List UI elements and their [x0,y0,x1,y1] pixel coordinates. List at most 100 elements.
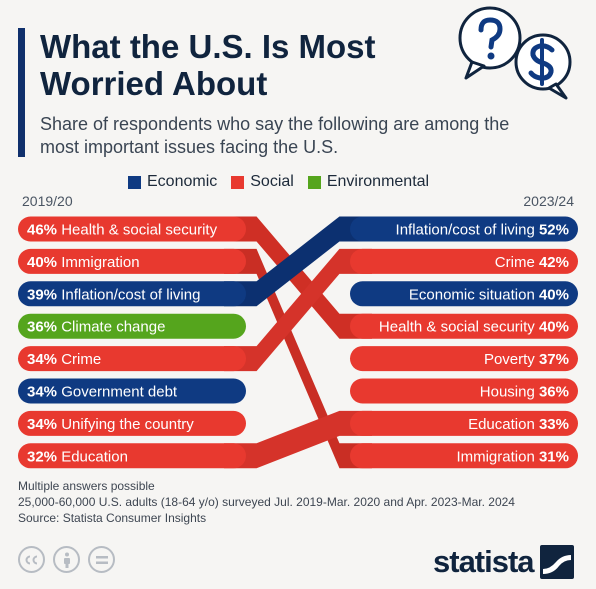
right-pill-issue: Crime [495,254,539,271]
left-pill-bg [18,378,246,404]
license-icons [18,546,123,573]
right-pill-economic-situation: Economic situation 40% [350,281,578,307]
right-pill-issue: Economic situation [409,286,539,303]
right-pill-label: Crime 42% [495,254,569,271]
left-pill-inflation-cost-of-living: 39% Inflation/cost of living [18,281,246,307]
left-pill-issue: Immigration [57,254,140,271]
chart-subtitle: Share of respondents who say the followi… [40,114,510,157]
connector-inflation-cost-of-living [224,216,372,307]
left-pill-issue: Climate change [57,319,165,336]
left-pill-immigration: 40% Immigration [18,248,246,274]
right-pill-inflation-cost-of-living: Inflation/cost of living 52% [350,216,578,242]
right-pill-value: 37% [539,351,569,368]
left-pill-health-social-security: 46% Health & social security [18,216,246,242]
left-pill-bg [18,216,246,242]
left-pill-value: 36% [27,319,57,336]
legend-label-social: Social [250,173,294,190]
left-pill-bg [18,313,246,339]
left-pill-issue: Government debt [57,384,178,401]
right-pill-issue: Health & social security [379,319,539,336]
legend-swatch-environmental [307,175,321,189]
right-pill-label: Immigration 31% [456,448,569,465]
left-pill-issue: Education [57,448,128,465]
right-pill-label: Education 33% [468,416,569,433]
right-pill-education: Education 33% [350,410,578,436]
right-pill-health-social-security: Health & social security 40% [350,313,578,339]
connector-immigration [224,248,372,469]
left-pill-unifying-the-country: 34% Unifying the country [18,410,246,436]
left-pill-bg [18,410,246,436]
period-label-right: 2023/24 [523,193,574,209]
right-pill-issue: Housing [480,384,539,401]
left-pill-label: 40% Immigration [27,254,140,271]
left-pill-value: 46% [27,222,57,239]
right-pill-label: Economic situation 40% [409,286,569,303]
period-label-left: 2019/20 [22,193,73,209]
right-pill-label: Inflation/cost of living 52% [396,222,569,239]
legend-item-social: Social [231,173,294,191]
left-pill-label: 39% Inflation/cost of living [27,286,200,303]
left-pill-bg [18,346,246,372]
left-pill-bg [18,248,246,274]
left-pill-issue: Unifying the country [57,416,194,433]
right-pill-immigration: Immigration 31% [350,443,578,469]
left-pill-label: 36% Climate change [27,319,165,336]
footer-notes: Multiple answers possible 25,000-60,000 … [18,478,515,526]
legend: Economic Social Environmental [128,172,443,192]
right-pill-bg [350,248,578,274]
left-pill-value: 32% [27,448,57,465]
right-pill-issue: Poverty [484,351,539,368]
statista-logo[interactable]: statista [433,544,574,580]
legend-swatch-economic [128,175,141,189]
left-pill-label: 34% Government debt [27,384,178,401]
title-accent-bar [18,28,25,157]
left-pill-education: 32% Education [18,443,246,469]
right-pill-bg [350,443,578,469]
right-pill-crime: Crime 42% [350,248,578,274]
right-pill-value: 40% [539,319,569,336]
left-pill-value: 34% [27,384,57,401]
left-pill-label: 34% Unifying the country [27,416,194,433]
right-pill-value: 31% [539,448,569,465]
legend-label-environmental: Environmental [326,173,430,190]
legend-item-economic: Economic [128,173,217,191]
attribution-icon[interactable] [53,546,80,573]
no-derivatives-icon[interactable] [88,546,115,573]
right-pill-bg [350,410,578,436]
right-pill-issue: Education [468,416,539,433]
left-pill-value: 40% [27,254,57,271]
left-pill-value: 34% [27,416,57,433]
footer-note: Multiple answers possible [18,479,155,493]
statista-mark-icon [539,545,574,579]
right-pill-value: 36% [539,384,569,401]
left-pill-label: 34% Crime [27,351,101,368]
right-pill-value: 42% [539,254,569,271]
chart-title: What the U.S. Is Most Worried About [40,28,376,102]
right-pill-issue: Immigration [456,448,539,465]
creative-commons-icon[interactable] [18,546,45,573]
brand-name: statista [433,544,535,579]
right-pill-value: 33% [539,416,569,433]
right-pill-bg [350,216,578,242]
right-pill-value: 52% [539,222,569,239]
legend-label-economic: Economic [147,173,218,190]
left-pill-label: 46% Health & social security [27,222,218,239]
left-pill-crime: 34% Crime [18,346,246,372]
footer-survey: 25,000-60,000 U.S. adults (18-64 y/o) su… [18,495,515,509]
connector-health-social-security [224,216,372,339]
left-pill-issue: Crime [57,351,101,368]
right-pill-label: Housing 36% [480,384,569,401]
right-pill-poverty: Poverty 37% [350,346,578,372]
connector-crime [224,248,372,372]
right-pill-bg [350,346,578,372]
left-pill-value: 39% [27,286,57,303]
right-pill-label: Health & social security 40% [379,319,569,336]
footer-source: Source: Statista Consumer Insights [18,511,207,525]
right-pill-housing: Housing 36% [350,378,578,404]
left-pill-label: 32% Education [27,448,128,465]
left-pill-issue: Health & social security [57,222,218,239]
left-pill-issue: Inflation/cost of living [57,286,200,303]
